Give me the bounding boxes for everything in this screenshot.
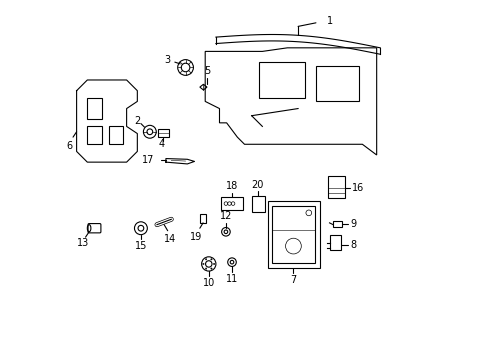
Text: 10: 10 (202, 278, 214, 288)
Text: 8: 8 (349, 240, 355, 250)
Text: 2: 2 (134, 116, 140, 126)
Text: 18: 18 (225, 181, 238, 191)
Circle shape (213, 263, 214, 265)
Text: 9: 9 (349, 219, 355, 229)
Text: 11: 11 (225, 274, 238, 284)
Text: 7: 7 (290, 275, 296, 285)
Circle shape (210, 258, 212, 260)
Text: 17: 17 (142, 156, 154, 165)
Text: 14: 14 (164, 234, 176, 244)
Text: 13: 13 (77, 238, 89, 248)
Text: 12: 12 (219, 211, 232, 221)
Text: 3: 3 (164, 55, 170, 65)
Text: 20: 20 (250, 180, 263, 190)
Text: 5: 5 (203, 66, 210, 76)
Text: 19: 19 (190, 232, 202, 242)
Circle shape (205, 268, 206, 269)
Circle shape (205, 258, 206, 260)
Text: 4: 4 (158, 139, 164, 149)
Text: 16: 16 (351, 183, 363, 193)
Text: 15: 15 (134, 242, 147, 251)
Circle shape (210, 268, 212, 269)
Text: 6: 6 (66, 141, 72, 151)
Text: 1: 1 (326, 16, 332, 26)
